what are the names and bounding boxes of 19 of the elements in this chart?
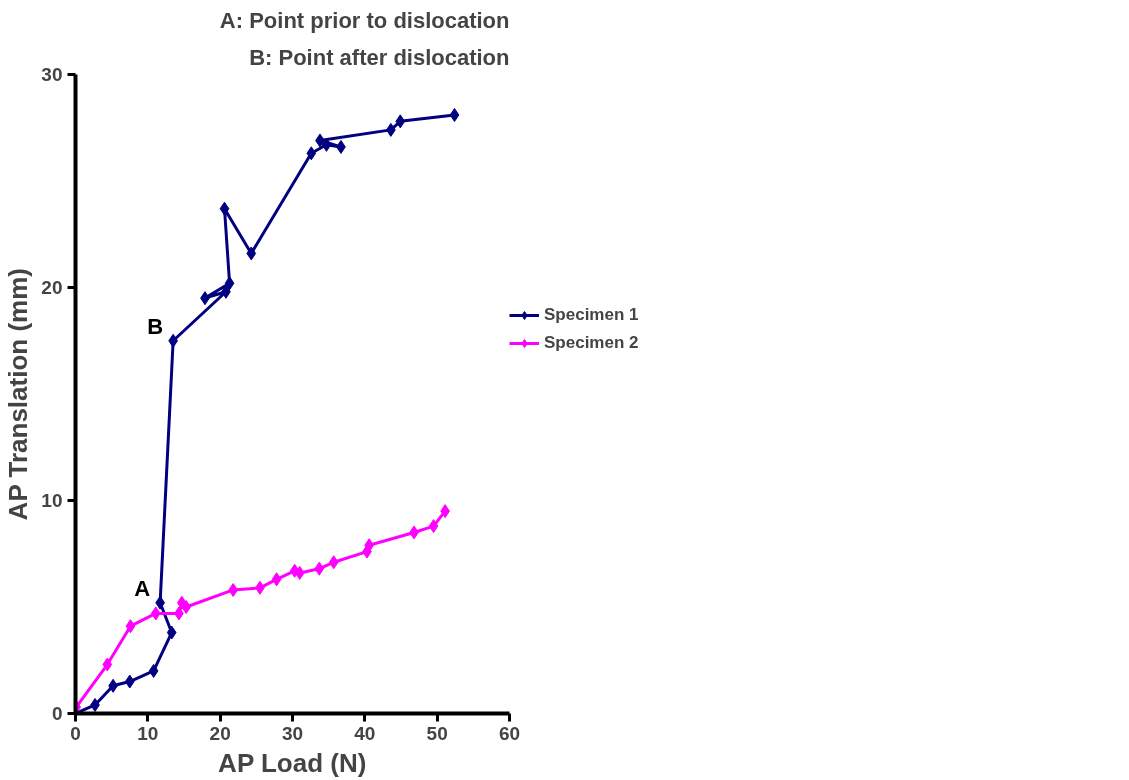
legend-label: Specimen 1 — [544, 305, 639, 325]
legend-label: Specimen 2 — [544, 333, 639, 353]
x-tick-label: 60 — [498, 722, 521, 744]
y-tick-label: 30 — [41, 64, 63, 85]
x-tick-label: 0 — [70, 722, 81, 744]
x-tick-label: 50 — [426, 722, 448, 744]
text: B: Point after dislocation — [249, 44, 510, 70]
x-axis-title: AP Load (N) — [218, 747, 367, 778]
x-tick-label: 10 — [137, 722, 159, 744]
y-tick-label: 10 — [41, 490, 63, 511]
annotation: A — [134, 575, 151, 601]
text: A: Point prior to dislocation — [219, 7, 510, 33]
y-tick-label: 0 — [51, 703, 63, 724]
x-tick-label: 20 — [209, 722, 231, 744]
y-tick-label: 20 — [41, 277, 63, 298]
annotation: B — [147, 313, 164, 339]
x-tick-label: 30 — [281, 722, 304, 744]
x-tick-label: 40 — [354, 722, 376, 744]
y-axis-title: AP Translation (mm) — [3, 268, 34, 521]
